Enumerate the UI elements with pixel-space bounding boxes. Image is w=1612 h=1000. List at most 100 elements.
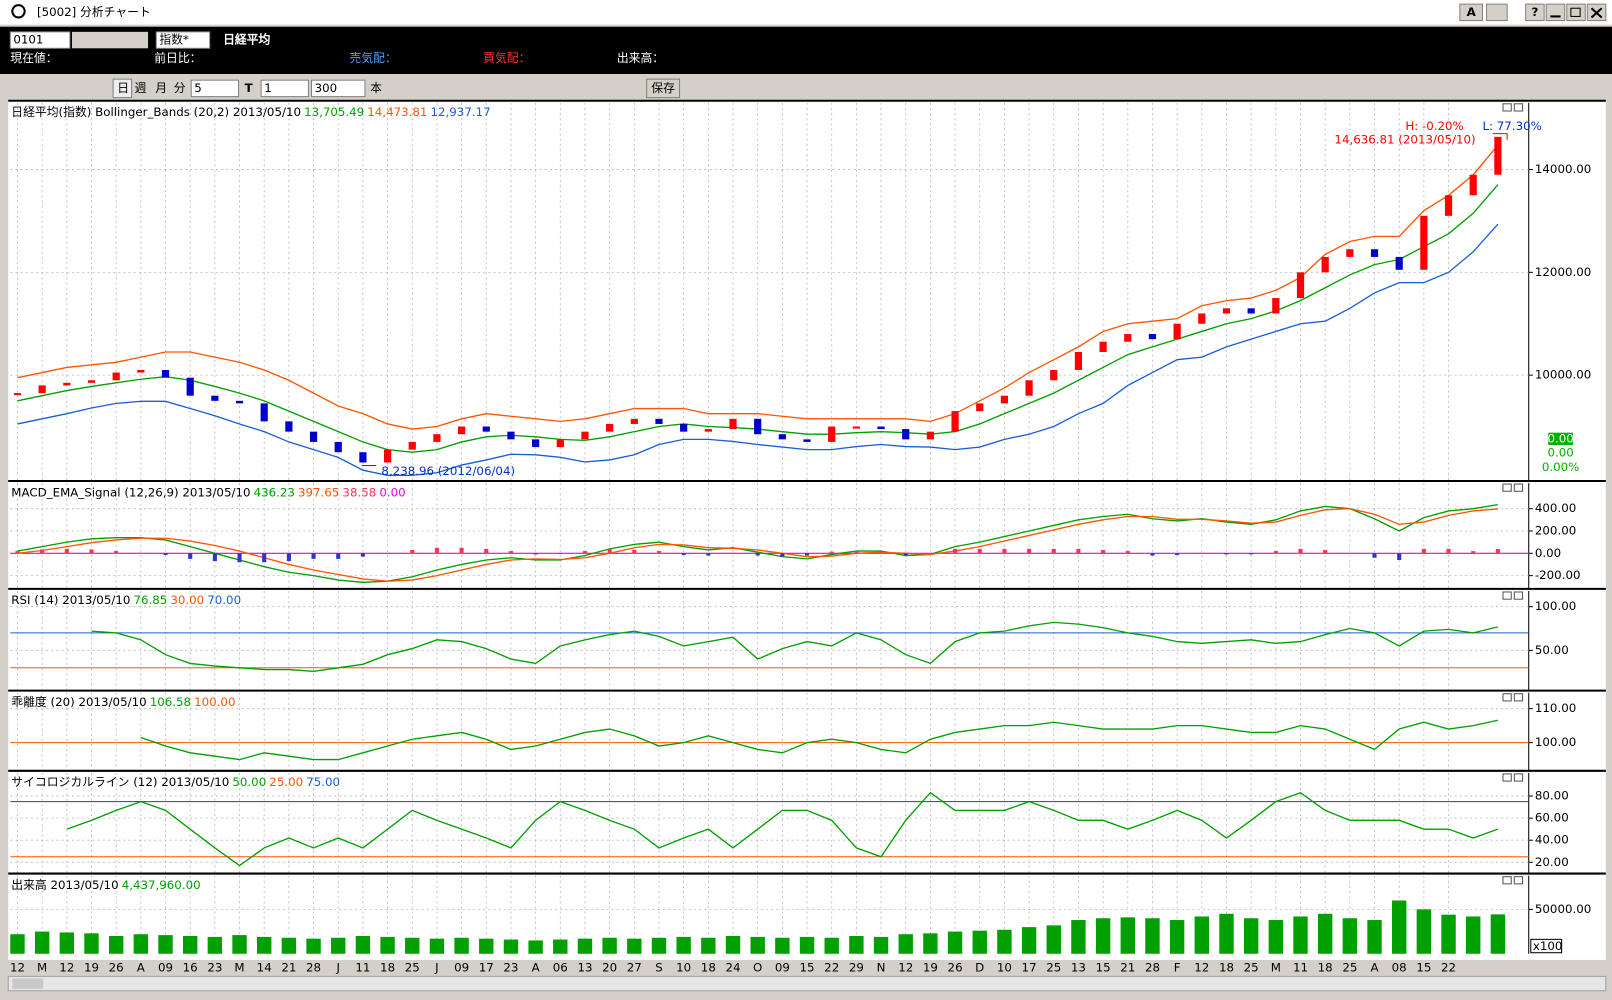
scroll-thumb[interactable] xyxy=(12,978,44,989)
period-button[interactable]: 分 xyxy=(174,81,186,95)
x-tick-label: 06 xyxy=(553,961,568,975)
y-tick-label: 12000.00 xyxy=(1535,265,1591,279)
panel-close[interactable] xyxy=(1513,591,1524,600)
panel-minimize[interactable] xyxy=(1502,693,1512,702)
x-tick-label: 26 xyxy=(948,961,963,975)
bar xyxy=(410,549,415,554)
bar xyxy=(1021,927,1037,954)
panel-header: 日経平均(指数) Bollinger_Bands (20,2) 2013/05/… xyxy=(11,105,490,119)
candle xyxy=(161,369,170,378)
restore-button[interactable] xyxy=(1566,3,1586,22)
button-label[interactable]: ? xyxy=(1531,5,1538,19)
bar xyxy=(380,936,395,954)
panel-close[interactable] xyxy=(1513,483,1524,492)
help-button[interactable] xyxy=(1525,3,1545,22)
bar xyxy=(1342,918,1358,954)
x-tick-label: 29 xyxy=(849,961,864,975)
bar xyxy=(158,935,173,954)
panel-close[interactable] xyxy=(1513,773,1524,782)
market-select[interactable] xyxy=(155,31,211,49)
candle xyxy=(433,434,441,442)
x-tick-label: M xyxy=(234,961,244,975)
bars-value[interactable]: 300 xyxy=(315,81,338,95)
panel-close[interactable] xyxy=(1513,103,1524,112)
candle xyxy=(1222,308,1231,314)
bar xyxy=(1027,548,1032,554)
candle xyxy=(211,395,219,401)
button[interactable] xyxy=(1459,3,1483,22)
header-value: 76.85 xyxy=(133,593,167,607)
panel-close[interactable] xyxy=(1513,693,1524,702)
series-line xyxy=(140,719,1499,761)
candle xyxy=(87,380,96,383)
y-tick-label: 40.00 xyxy=(1535,833,1569,847)
panel-title: 乖離度 (20) 2013/05/10 xyxy=(11,694,146,708)
save-label[interactable]: 保存 xyxy=(651,81,675,95)
bar xyxy=(1466,916,1481,954)
code-value[interactable]: 0101 xyxy=(13,33,43,47)
period-button[interactable]: 月 xyxy=(155,81,167,95)
x-tick-label: 28 xyxy=(306,961,321,975)
header-value: 25.00 xyxy=(269,775,303,789)
code-input[interactable] xyxy=(9,31,71,49)
x-tick-label: 10 xyxy=(676,961,691,975)
candle xyxy=(976,403,984,412)
candle xyxy=(532,439,540,448)
bar xyxy=(1273,551,1278,554)
panel-header: RSI (14) 2013/05/10 76.85 30.00 70.00 xyxy=(11,593,241,607)
scrollbar[interactable] xyxy=(7,975,1607,992)
header-value: 50.00 xyxy=(232,775,266,789)
toggle-button[interactable] xyxy=(112,78,133,99)
x-tick-label: S xyxy=(655,961,663,975)
panel-title: 出来高 2013/05/10 xyxy=(11,877,118,891)
bar xyxy=(163,553,168,555)
x-tick-label: 25 xyxy=(1046,961,1061,975)
series-line xyxy=(91,621,1499,672)
period-button[interactable]: 週 xyxy=(135,81,147,95)
t-button[interactable]: T xyxy=(245,81,253,95)
bar xyxy=(281,937,297,954)
bar xyxy=(84,933,99,954)
icon xyxy=(1590,7,1603,19)
panel-minimize[interactable] xyxy=(1502,483,1512,492)
candle xyxy=(556,439,564,448)
panel-close[interactable] xyxy=(1513,876,1524,885)
y-tick-label: 14000.00 xyxy=(1535,162,1591,176)
minutes-value[interactable]: 5 xyxy=(194,81,202,95)
x-tick-label: 12 xyxy=(10,961,25,975)
save-button[interactable] xyxy=(646,78,681,99)
candle xyxy=(334,441,342,453)
count-value[interactable]: 1 xyxy=(264,81,272,95)
minutes-select[interactable] xyxy=(190,79,240,98)
copy-button[interactable] xyxy=(1486,3,1508,22)
button-label[interactable]: A xyxy=(1467,5,1477,19)
x-tick-label: D xyxy=(975,961,984,975)
x-tick-label: 19 xyxy=(84,961,99,975)
panel-minimize[interactable] xyxy=(1502,591,1512,600)
bar xyxy=(1249,553,1254,555)
panel-minimize[interactable] xyxy=(1502,103,1512,112)
bar xyxy=(878,552,884,554)
candle xyxy=(828,426,836,442)
header-value: 0.00 xyxy=(379,485,405,499)
period-button[interactable]: 日 xyxy=(117,81,129,95)
bar xyxy=(1169,920,1185,954)
x-tick-label: J xyxy=(434,961,438,975)
count-select[interactable] xyxy=(260,79,309,98)
minimize-button[interactable] xyxy=(1545,3,1566,22)
bar xyxy=(1391,900,1407,954)
bar xyxy=(755,553,760,556)
candle xyxy=(137,369,145,373)
bar xyxy=(977,548,982,554)
x-tick-label: 14 xyxy=(257,961,272,975)
header-value: 106.58 xyxy=(150,694,191,708)
panel-minimize[interactable] xyxy=(1502,773,1512,782)
market-value[interactable]: 指数* xyxy=(159,33,189,47)
bar xyxy=(780,553,785,557)
instrument-name: 日経平均 xyxy=(223,33,270,47)
bars-select[interactable] xyxy=(310,79,366,98)
panel-minimize[interactable] xyxy=(1502,876,1512,885)
tool-icons[interactable] xyxy=(71,31,149,49)
series-line xyxy=(17,503,1498,583)
x-tick-label: 18 xyxy=(1219,961,1234,975)
